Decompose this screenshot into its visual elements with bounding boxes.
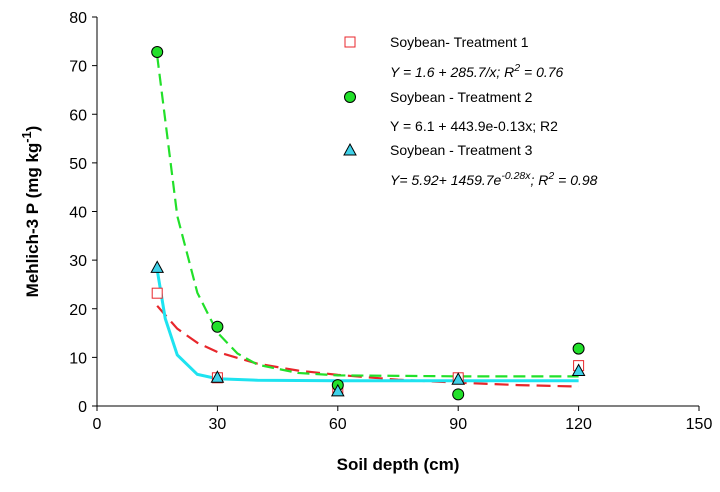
y-tick-label: 20 — [69, 302, 87, 319]
text-part: Y = 6.1 + 443.9e-0.13x; R2 — [390, 118, 558, 134]
fit-curve — [156, 305, 579, 388]
text-part: ) — [23, 126, 42, 132]
marker — [571, 363, 586, 377]
superscript: -0.28x — [501, 170, 531, 182]
x-tick-label: 150 — [686, 416, 713, 433]
marker — [344, 91, 356, 103]
y-tick-label: 60 — [69, 107, 87, 124]
y-tick-label: 80 — [69, 10, 87, 27]
marker — [151, 46, 164, 59]
marker — [210, 370, 225, 383]
y-tick-label: 10 — [69, 350, 87, 367]
marker — [451, 372, 466, 385]
x-axis-label: Soil depth (cm) — [337, 455, 460, 474]
equation: Y = 1.6 + 285.7/x; R2 = 0.76 — [390, 62, 564, 80]
text-part: Mehlich-3 P (mg kg — [23, 143, 42, 298]
superscript: -1 — [19, 131, 34, 142]
marker — [344, 36, 356, 48]
marker — [452, 388, 465, 401]
marker — [150, 260, 165, 273]
x-tick-label: 30 — [209, 416, 227, 433]
marker — [343, 142, 357, 156]
y-tick-label: 40 — [69, 205, 87, 222]
y-tick-label: 70 — [69, 59, 87, 76]
superscript: 2 — [547, 170, 554, 182]
marker — [151, 287, 163, 299]
text-part: Y= 5.92+ 1459.7e — [390, 172, 502, 188]
text-part: ; R — [531, 172, 549, 188]
equation: Y = 6.1 + 443.9e-0.13x; R2 — [390, 118, 558, 134]
marker — [330, 383, 345, 397]
legend-label: Soybean- Treatment 1 — [390, 34, 529, 50]
marker — [572, 342, 585, 355]
y-axis-label: Mehlich-3 P (mg kg-1) — [19, 126, 43, 298]
x-tick-label: 90 — [449, 416, 467, 433]
marker — [211, 320, 224, 333]
text-part: = 0.98 — [554, 172, 597, 188]
fit-curve — [156, 55, 579, 378]
text-part: = 0.76 — [520, 64, 563, 80]
superscript: 2 — [513, 62, 520, 74]
y-tick-label: 0 — [78, 399, 87, 416]
text-part: Y = 1.6 + 285.7/x; R — [390, 64, 514, 80]
x-tick-label: 0 — [93, 416, 102, 433]
y-tick-label: 30 — [69, 253, 87, 270]
y-tick-label: 50 — [69, 156, 87, 173]
equation: Y= 5.92+ 1459.7e-0.28x; R2 = 0.98 — [390, 170, 598, 188]
x-tick-label: 120 — [565, 416, 592, 433]
x-tick-label: 60 — [329, 416, 347, 433]
legend-label: Soybean - Treatment 3 — [390, 142, 533, 158]
legend-label: Soybean - Treatment 2 — [390, 89, 533, 105]
